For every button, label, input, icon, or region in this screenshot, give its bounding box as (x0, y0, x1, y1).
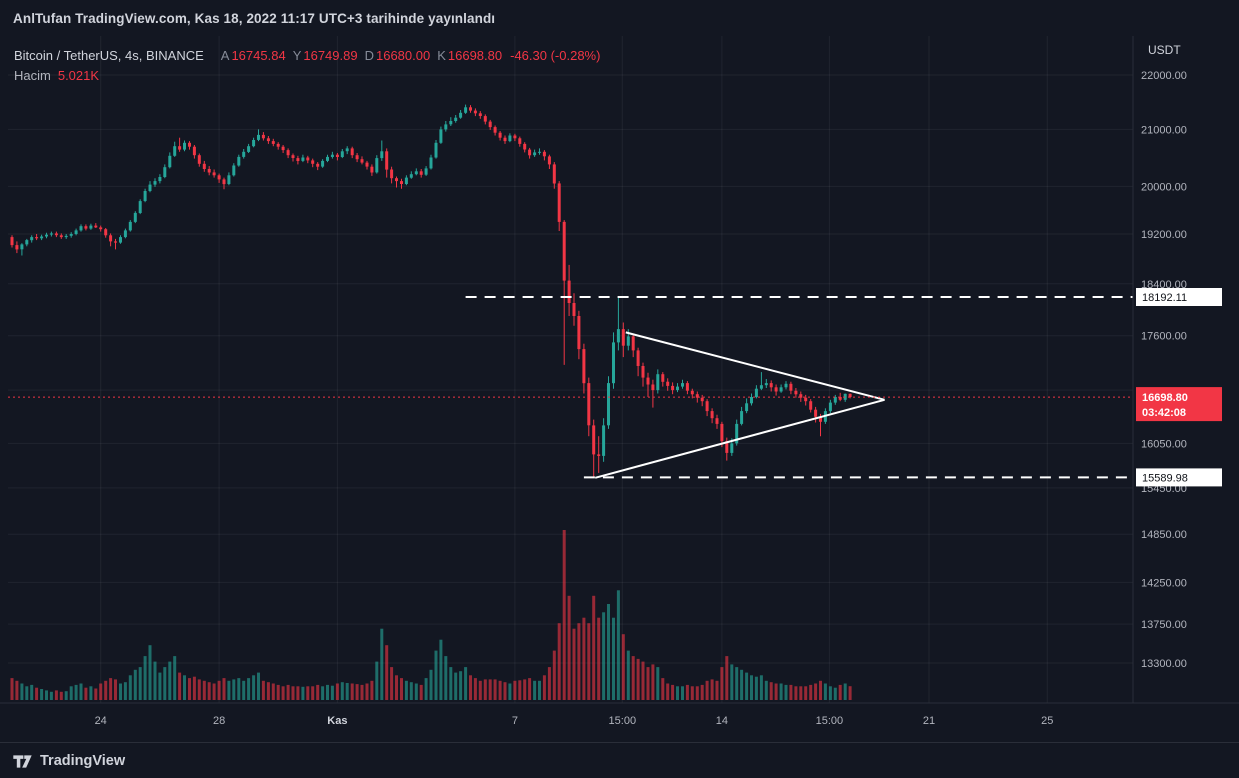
svg-text:15:00: 15:00 (816, 715, 844, 727)
svg-text:18192.11: 18192.11 (1142, 292, 1187, 304)
ohlc-value: 16745.84 (231, 48, 286, 63)
svg-text:14: 14 (716, 715, 728, 727)
publish-info-text: AnlTufan TradingView.com, Kas 18, 2022 1… (13, 10, 496, 26)
svg-text:7: 7 (512, 715, 518, 727)
price-axis-currency: USDT (1148, 43, 1181, 57)
svg-text:24: 24 (95, 715, 107, 727)
svg-text:13750.00: 13750.00 (1141, 619, 1187, 631)
svg-text:13300.00: 13300.00 (1141, 658, 1187, 670)
svg-text:16698.80: 16698.80 (1142, 392, 1188, 404)
chart-legend: Bitcoin / TetherUS, 4s, BINANCE A 16745.84… (14, 46, 600, 86)
ohlc-letter: K (437, 48, 446, 63)
tradingview-wordmark: TradingView (40, 753, 126, 769)
legend-symbol-row: Bitcoin / TetherUS, 4s, BINANCE A 16745.84… (14, 46, 600, 66)
svg-text:16050.00: 16050.00 (1141, 438, 1187, 450)
svg-text:17600.00: 17600.00 (1141, 331, 1187, 343)
svg-text:03:42:08: 03:42:08 (1142, 407, 1186, 419)
svg-text:Kas: Kas (327, 715, 347, 727)
svg-text:22000.00: 22000.00 (1141, 70, 1187, 82)
svg-text:15589.98: 15589.98 (1142, 472, 1188, 484)
ohlc-letter: A (220, 48, 230, 63)
tradingview-logo-link[interactable]: TradingView (12, 751, 125, 772)
ohlc-letter: Y (292, 48, 302, 63)
tradingview-logo-icon (13, 754, 32, 768)
chart-container[interactable]: 22000.00 21000.00 20000.00 19200.00 18400.00… (0, 36, 1239, 742)
volume-value: 5.021K (57, 68, 100, 83)
volume-label: Hacim (14, 68, 51, 83)
svg-text:21: 21 (923, 715, 935, 727)
svg-text:21000.00: 21000.00 (1141, 124, 1187, 136)
ohlc-letter: D (364, 48, 374, 63)
footer-bar: TradingView (0, 742, 1239, 778)
price-chart-canvas[interactable]: 22000.00 21000.00 20000.00 19200.00 18400.00… (0, 36, 1239, 742)
publish-header: AnlTufan TradingView.com, Kas 18, 2022 1… (0, 0, 1239, 36)
svg-text:15:00: 15:00 (609, 715, 637, 727)
ohlc-value: 16698.80 (447, 48, 503, 63)
ohlc-value: 16680.00 (375, 48, 431, 63)
legend-volume-row: Hacim 5.021K (14, 66, 600, 86)
ohlc-value: 16749.89 (303, 48, 358, 63)
ohlc-values: A 16745.84 Y 16749.89 D 16680.00 K 16698.80 (214, 48, 502, 63)
change-value: -46.30 (-0.28%) (510, 48, 601, 63)
symbol-title: Bitcoin / TetherUS, 4s, BINANCE (14, 48, 204, 63)
svg-text:19200.00: 19200.00 (1141, 229, 1187, 241)
svg-text:14850.00: 14850.00 (1141, 529, 1187, 541)
svg-text:14250.00: 14250.00 (1141, 577, 1187, 589)
svg-text:20000.00: 20000.00 (1141, 181, 1187, 193)
svg-text:25: 25 (1041, 715, 1053, 727)
svg-text:18400.00: 18400.00 (1141, 279, 1187, 291)
svg-text:28: 28 (213, 715, 225, 727)
